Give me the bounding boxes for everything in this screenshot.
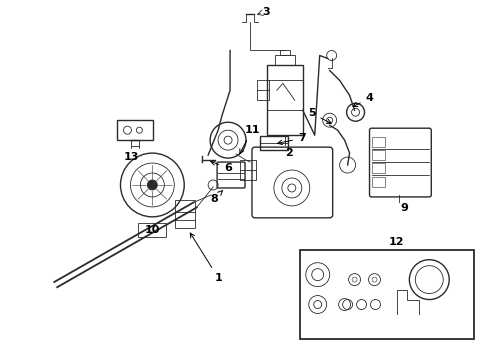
Text: 10: 10 <box>145 225 160 235</box>
Text: 8: 8 <box>210 190 223 204</box>
Bar <box>138 223 166 237</box>
Text: 9: 9 <box>400 203 408 213</box>
Text: 13: 13 <box>124 152 139 162</box>
Text: 3: 3 <box>262 6 270 17</box>
Bar <box>240 160 256 180</box>
Text: 1: 1 <box>190 233 222 283</box>
Bar <box>260 136 288 150</box>
Bar <box>371 163 386 173</box>
Bar <box>257 80 269 100</box>
Text: 2: 2 <box>285 148 293 158</box>
Text: 11: 11 <box>240 125 260 154</box>
Bar <box>371 137 386 147</box>
Text: 5: 5 <box>308 108 331 123</box>
Bar <box>267 66 303 135</box>
Bar <box>371 177 386 187</box>
Text: 7: 7 <box>278 133 306 145</box>
Text: 6: 6 <box>211 161 232 173</box>
Text: 12: 12 <box>389 237 405 247</box>
Text: 4: 4 <box>353 93 373 107</box>
Bar <box>275 55 295 66</box>
Bar <box>280 50 290 55</box>
Bar <box>371 150 386 160</box>
Bar <box>118 120 153 140</box>
Bar <box>300 250 474 339</box>
Circle shape <box>147 180 157 190</box>
Bar <box>175 200 195 228</box>
